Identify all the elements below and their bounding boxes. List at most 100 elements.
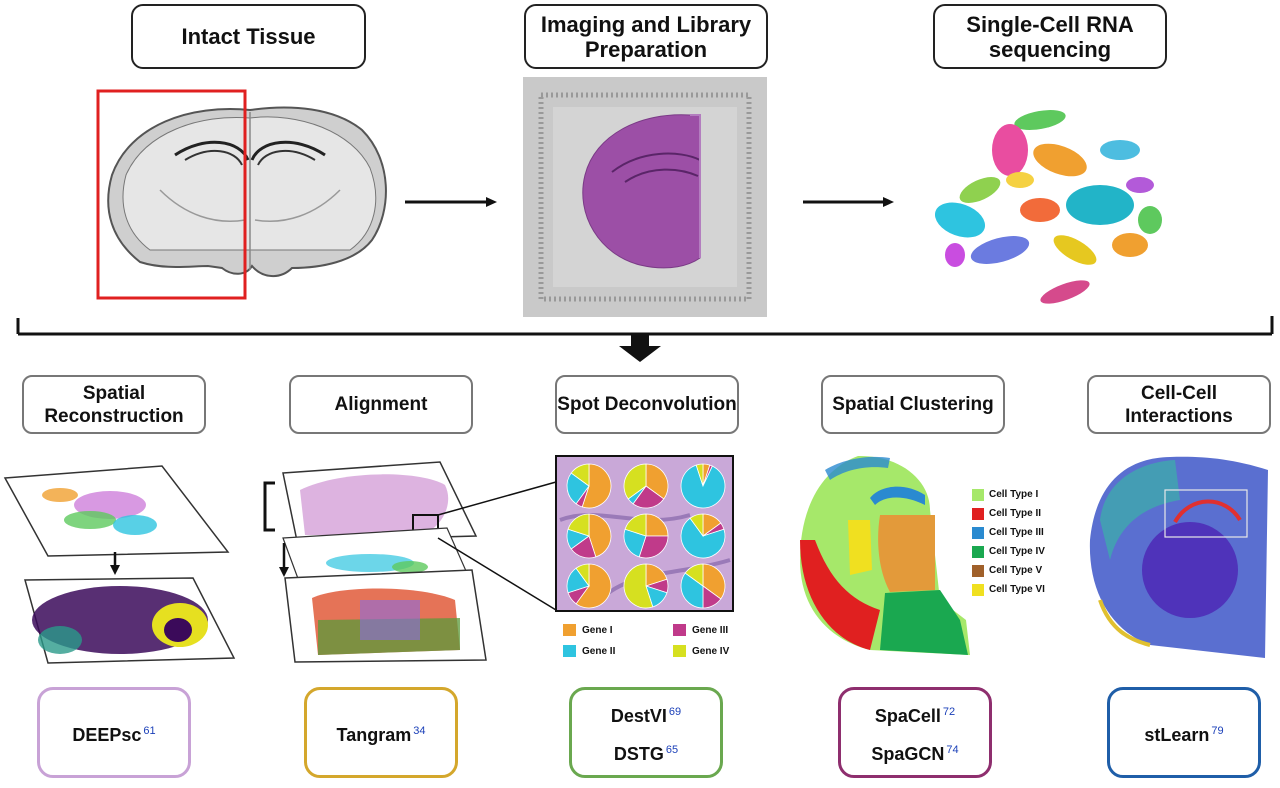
pie-slice [575,563,590,588]
method-cell-cell-interactions: Cell-Cell Interactions [1087,375,1271,434]
pie-slice [570,463,590,487]
umap-clusters [934,110,1162,304]
stage-label: Single-Cell RNA sequencing [966,11,1134,62]
spatial-reconstruction-graphic [3,465,236,664]
spatial-clustering-graphic [800,455,970,655]
tool-name: DestVI [610,705,667,726]
cell-type-legend-item: Cell Type I [972,485,1045,504]
pie-slice [632,485,665,509]
legend-label: Cell Type V [989,565,1043,576]
pie-slice [695,463,704,487]
tool-reference: 74 [946,743,959,756]
tool-name: stLearn [1144,724,1210,745]
cell-type-legend-item: Cell Type V [972,561,1045,580]
stage-intact-tissue: Intact Tissue [131,4,366,69]
tool-entry: DEEPsc 61 [72,714,155,752]
legend-label: Cell Type IV [989,546,1045,557]
pie-slice [623,563,654,609]
legend-swatch [563,624,576,636]
tool-entry: stLearn 79 [1144,714,1223,752]
brace [16,316,1274,336]
pie-slice [588,513,612,558]
method-label: Alignment [334,394,428,415]
pie-grid [566,463,726,609]
legend-swatch [563,645,576,657]
legend-label: Cell Type II [989,508,1042,519]
tool-reference: 65 [665,743,679,756]
tool-entry: DestVI 69 [611,695,681,733]
legend-swatch [972,488,984,501]
alignment-graphic [263,461,557,663]
stage-label: Intact Tissue [181,24,316,49]
legend-label: Gene IV [692,645,730,657]
legend-label: Gene III [692,624,729,636]
pie-slice [575,563,612,609]
pie-slice [623,463,647,500]
pie-slice [680,464,726,509]
tool-name: SpaGCN [871,743,945,764]
stage-label: Imaging and Library Preparation [540,11,752,62]
tool-reference: 61 [143,724,156,737]
tool-reference: 79 [1211,724,1224,737]
method-alignment: Alignment [289,375,473,434]
pie-slice [645,513,669,537]
stage-single-cell-rna-sequencing: Single-Cell RNA sequencing [933,4,1167,69]
legend-swatch [673,645,686,657]
pie-slice [684,563,704,587]
cell-type-legend-item: Cell Type IV [972,542,1045,561]
legend-label: Gene I [582,624,613,636]
down-arrow-head [619,346,661,362]
pie-slice [567,513,590,537]
tool-box-destvi-dstg: DestVI 69 DSTG 65 [569,687,723,778]
legend-swatch [972,507,984,520]
cell-type-legend-item: Cell Type III [972,523,1045,542]
tool-box-tangram: Tangram 34 [304,687,458,778]
legend-swatch [673,624,686,636]
method-spatial-reconstruction: Spatial Reconstruction [22,375,206,434]
tool-box-stlearn: stLearn 79 [1107,687,1261,778]
legend-swatch [972,583,984,596]
arrow-head [486,197,497,207]
tool-name: DSTG [613,743,664,764]
tool-reference: 34 [413,724,426,737]
method-spot-deconvolution: Spot Deconvolution [555,375,739,434]
gene-legend: Gene I Gene III Gene II Gene IV [563,624,743,660]
pie-slice [638,535,669,559]
tool-name: Tangram [336,724,412,745]
tool-reference: 69 [668,705,682,718]
pie-slice [566,472,590,505]
pie-slice [624,513,647,537]
legend-label: Cell Type I [989,489,1039,500]
stage-imaging-library-preparation: Imaging and Library Preparation [524,4,768,69]
cell-type-legend-item: Cell Type VI [972,580,1045,599]
cell-cell-interactions-graphic [1089,456,1268,658]
cell-type-legend-item: Cell Type II [972,504,1045,523]
legend-label: Cell Type VI [989,584,1045,595]
legend-swatch [972,526,984,539]
method-label: Spatial Clustering [832,394,994,415]
tool-name: SpaCell [874,705,941,726]
tool-reference: 72 [942,705,956,718]
spot-deconvolution-graphic [555,455,734,612]
tool-entry: SpaCell 72 [875,695,955,733]
tool-box-deepsc: DEEPsc 61 [37,687,191,778]
tool-box-spacell-spagcn: SpaCell 72 SpaGCN 74 [838,687,992,778]
gene-legend-item: Gene IV [673,645,729,657]
imaging-slide [523,77,767,317]
pie-slice [645,463,669,500]
cell-type-legend: Cell Type I Cell Type II Cell Type III C… [972,485,1045,599]
tool-entry: SpaGCN 74 [871,733,958,771]
legend-swatch [972,564,984,577]
legend-label: Cell Type III [989,527,1044,538]
legend-swatch [972,545,984,558]
legend-label: Gene II [582,645,616,657]
pie-slice [581,463,612,509]
tool-entry: DSTG 65 [614,733,678,771]
method-label: Cell-Cell Interactions [1125,382,1233,427]
tool-entry: Tangram 34 [337,714,426,752]
down-arrow-stem [631,334,649,346]
gene-legend-item: Gene III [673,624,728,636]
pie-slice [702,563,726,600]
tool-name: DEEPsc [72,724,142,745]
